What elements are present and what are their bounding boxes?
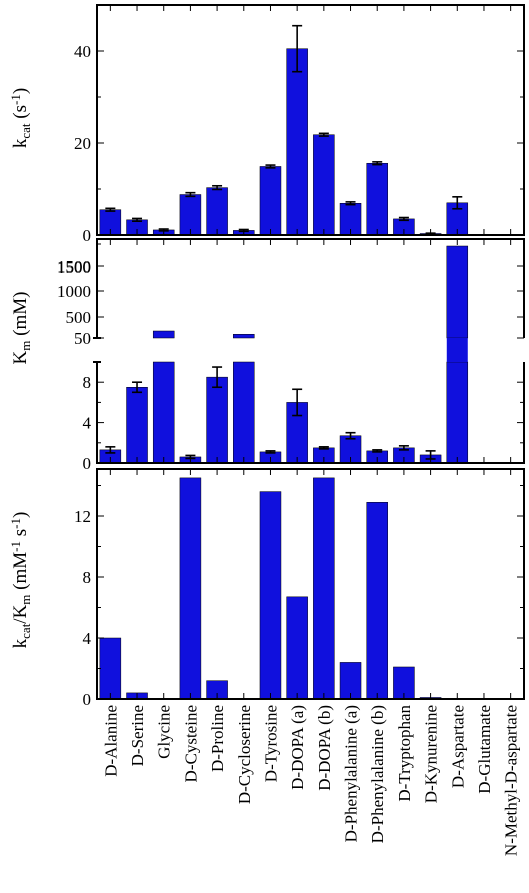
y-tick-label: 4 <box>83 414 92 433</box>
bar-upper-d-aspartate <box>446 245 469 339</box>
plot-frame-kcat-km <box>96 468 525 700</box>
axis-label-text: /K <box>10 604 31 623</box>
panel-kcat: 0 20 40 <box>74 4 525 245</box>
x-category-label: D-Alanine <box>101 705 120 777</box>
y-tick-label: 8 <box>83 568 92 587</box>
y-tick-label: 50 <box>74 329 91 348</box>
y-tick-label: 0 <box>83 226 92 245</box>
x-category-label: D-Proline <box>208 705 227 772</box>
x-category-label: N-Methyl-D-aspartate <box>502 705 521 856</box>
panel-kcat-km: 0 4 8 12 <box>74 468 525 709</box>
bar-d-dopa-a- <box>286 48 308 236</box>
y-tick-label: 1000 <box>57 282 91 301</box>
y-axis-label-kcat: kcat (s-1) <box>8 88 33 148</box>
y-tick-label: 20 <box>74 134 91 153</box>
axis-label-text: (mM) <box>10 292 31 341</box>
bar-upper-glycine <box>152 330 175 339</box>
axis-label-text: s <box>10 529 31 541</box>
bar-d-cysteine <box>179 194 202 236</box>
bar-d-aspartate <box>446 361 469 464</box>
axis-label-text: (s <box>10 105 31 123</box>
y-tick-label-extra: 1500 <box>57 258 91 277</box>
bar-d-cycloserine <box>233 361 255 464</box>
axis-label-text: ) <box>10 88 31 94</box>
x-category-label: D-Cycloserine <box>235 705 254 804</box>
axis-label-text: k <box>10 138 31 148</box>
x-category-label: D-DOPA (b) <box>315 705 334 791</box>
axis-label-superscript: -1 <box>8 518 23 529</box>
bar-d-dopa-a- <box>286 596 308 700</box>
category-labels: D-Alanine D-Serine Glycine D-Cysteine D-Prol… <box>101 705 520 857</box>
bar-d-dopa-b- <box>313 134 335 236</box>
bar-d-phenylalanine-b- <box>366 162 388 236</box>
x-category-label: D-Aspartate <box>448 705 467 788</box>
y-tick-label: 0 <box>83 690 92 709</box>
bar-d-serine <box>126 387 148 464</box>
plot-frame-km-upper <box>96 238 525 338</box>
axis-label-subscript: m <box>18 341 33 351</box>
plot-frame-kcat <box>96 4 525 236</box>
x-category-label: D-Phenylalanine (a) <box>342 705 361 842</box>
bar-break-fill <box>446 338 468 362</box>
x-category-label: D-Tryptophan <box>395 705 414 802</box>
x-category-label: D-Tyrosine <box>261 705 280 782</box>
axis-label-subscript: m <box>18 595 33 605</box>
y-tick-label: 1500 <box>57 257 91 276</box>
y-tick-label: 500 <box>66 308 92 327</box>
bar-d-proline <box>206 187 228 236</box>
axis-label-superscript: -1 <box>8 94 23 105</box>
y-tick-label: 40 <box>74 42 91 61</box>
y-tick-label: 12 <box>74 507 91 526</box>
bar-d-tyrosine <box>259 491 282 700</box>
bar-d-dopa-b- <box>313 477 335 700</box>
axis-label-subscript: cat <box>18 623 33 639</box>
bar-d-tyrosine <box>259 166 282 236</box>
axis-label-text: ) <box>10 512 31 518</box>
x-category-label: D-Glutamate <box>475 705 494 794</box>
bar-d-alanine <box>99 637 122 700</box>
axis-labels: kcat (s-1)Km (mM)kcat/Km (mM-1 s-1) <box>8 88 33 649</box>
axis-label-superscript: -1 <box>8 541 23 552</box>
y-tick-label: 4 <box>83 629 92 648</box>
x-category-label: D-Cysteine <box>181 705 200 782</box>
axis-label-text: (mM <box>10 552 31 595</box>
x-category-label: Glycine <box>155 705 174 759</box>
bar-d-phenylalanine-b- <box>366 502 388 700</box>
bar-d-proline <box>206 376 228 464</box>
axis-label-text: K <box>10 350 31 364</box>
x-category-label: D-Serine <box>128 705 147 766</box>
bar-glycine <box>152 361 175 464</box>
y-tick-label: 0 <box>83 454 92 473</box>
y-tick-label: 8 <box>83 373 92 392</box>
bar-d-cysteine <box>179 477 202 700</box>
axis-label-subscript: cat <box>18 123 33 139</box>
y-axis-label-km: Km (mM) <box>10 292 33 365</box>
x-category-label: D-DOPA (a) <box>288 705 307 790</box>
plot-frame-km-lower <box>96 362 525 464</box>
y-axis-label-kcat-km: kcat/Km (mM-1 s-1) <box>8 512 33 649</box>
x-category-label: D-Kynurenine <box>422 705 441 803</box>
axis-label-text: k <box>10 638 31 648</box>
bar-upper-d-cycloserine <box>233 334 255 339</box>
x-category-label: D-Phenylalanine (b) <box>368 705 387 843</box>
